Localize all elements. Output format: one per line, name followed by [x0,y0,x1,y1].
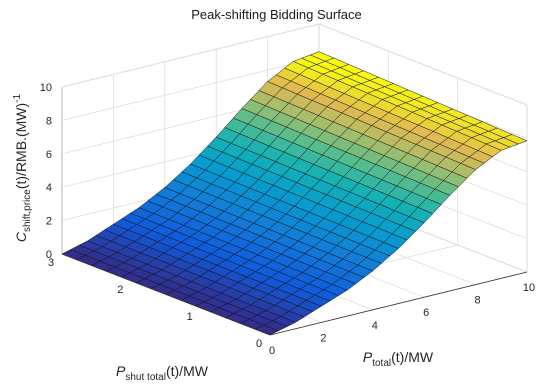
y-tick-label: 1 [187,311,193,323]
x-axis-line [269,271,528,336]
y-tick-label: 0 [256,338,262,350]
surface-patch [502,134,528,145]
x-tick-label: 8 [475,295,481,307]
grid-line [318,23,528,106]
x-tick-label: 4 [372,320,378,332]
grid-line [61,23,320,88]
x-tick-label: 10 [523,282,535,294]
axis-labels: Ptotal(t)/MW Pshut total(t)/MW Cshift,pric… [12,94,434,383]
y-tick-label: 2 [117,284,123,296]
x-tick-label: 6 [423,307,429,319]
axes-box-front [61,253,528,336]
y-axis-line [61,253,271,336]
surface-mesh [61,51,528,336]
x-axis-label: Ptotal(t)/MW [363,349,434,369]
tick-labels: 0 2 4 6 8 10 0 2 4 6 8 10 0 1 2 3 [40,82,535,357]
z-tick-label: 4 [46,182,52,194]
z-tick-label: 6 [46,149,52,161]
chart-title: Peak-shifting Bidding Surface [191,7,362,22]
z-axis-label: Cshift,price(t)/RMB.(MW)-1 [12,94,33,243]
y-axis-label: Pshut total(t)/MW [116,363,209,383]
y-tick-label: 3 [48,257,54,269]
grid-line [61,57,320,121]
z-tick-label: 0 [46,249,52,261]
z-tick-label: 10 [40,82,52,94]
x-tick-label: 0 [269,345,275,357]
z-tick-label: 2 [46,216,52,228]
x-tick-label: 2 [320,332,326,344]
z-tick-label: 8 [46,115,52,127]
